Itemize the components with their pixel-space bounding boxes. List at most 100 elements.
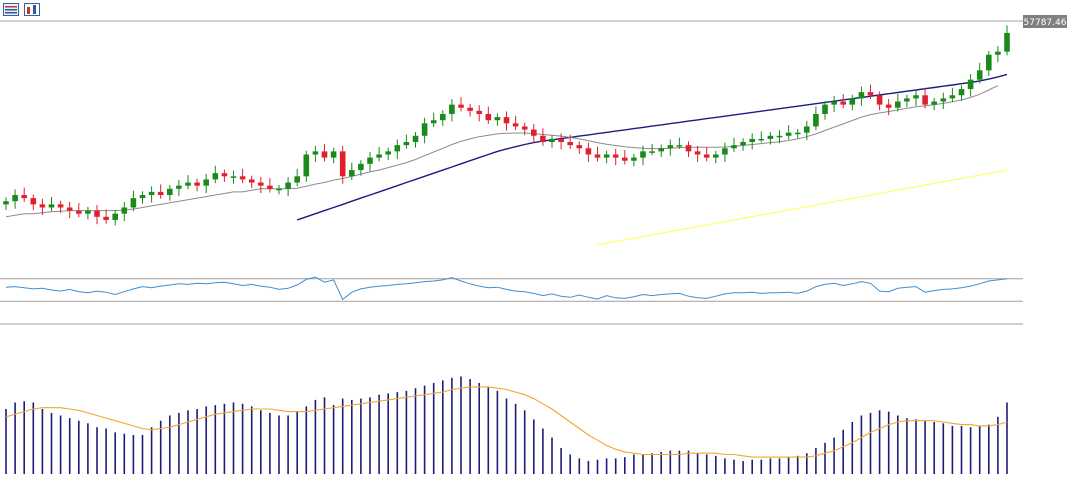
- candle-body: [658, 148, 664, 152]
- candle: [103, 209, 109, 224]
- candle-body: [576, 145, 583, 149]
- candle-body: [649, 151, 655, 153]
- candle-body: [631, 157, 637, 161]
- candle: [476, 105, 482, 122]
- candle-body: [167, 188, 173, 196]
- candle: [449, 99, 455, 122]
- candle: [467, 104, 473, 117]
- candle-body: [503, 117, 510, 124]
- candle: [294, 168, 300, 187]
- candle-body: [794, 132, 801, 135]
- candle-body: [976, 70, 983, 80]
- candle: [967, 74, 974, 97]
- candle: [385, 147, 391, 161]
- candle: [622, 150, 628, 165]
- candle: [167, 185, 173, 201]
- candle-body: [667, 145, 674, 149]
- candle: [112, 209, 118, 226]
- candle-body: [603, 154, 610, 158]
- candle-body: [703, 154, 710, 158]
- candle: [540, 128, 546, 146]
- candle: [676, 137, 683, 149]
- candle-body: [248, 179, 255, 183]
- candle: [549, 135, 555, 148]
- candle: [713, 150, 719, 164]
- candle: [1004, 25, 1010, 56]
- candle: [531, 123, 537, 144]
- candle: [12, 189, 18, 209]
- candle: [558, 133, 564, 150]
- candle-body: [176, 185, 182, 189]
- candle-body: [831, 101, 837, 105]
- candle-body: [276, 188, 282, 191]
- candle: [949, 87, 956, 103]
- candle-body: [349, 170, 355, 177]
- candle-body: [767, 135, 774, 139]
- candle-body: [531, 129, 537, 136]
- candle: [212, 165, 219, 184]
- candle: [494, 113, 501, 126]
- candle-body: [139, 195, 146, 199]
- candle: [640, 145, 646, 166]
- candle: [612, 148, 619, 166]
- candle-body: [258, 182, 264, 186]
- candle-body: [85, 210, 91, 214]
- candle: [48, 196, 55, 212]
- candle: [30, 194, 37, 210]
- candle: [895, 94, 901, 112]
- candle-body: [758, 138, 765, 141]
- candle-body: [385, 151, 391, 155]
- candle-body: [558, 138, 564, 143]
- candle-body: [157, 191, 164, 196]
- candle: [776, 130, 783, 144]
- candle-body: [622, 157, 628, 161]
- candle-body: [940, 98, 947, 102]
- candle: [185, 175, 191, 190]
- candle: [412, 132, 419, 148]
- candle: [21, 187, 27, 202]
- candle: [339, 145, 346, 184]
- candle: [758, 131, 765, 143]
- candle-body: [39, 204, 46, 208]
- candle: [521, 122, 528, 136]
- candle-body: [585, 148, 592, 155]
- candle-body: [76, 210, 82, 214]
- candle-body: [185, 182, 191, 186]
- candle-body: [922, 95, 928, 105]
- candle-body: [931, 101, 937, 105]
- candle: [822, 100, 828, 120]
- current-price-text: 57787.46: [1024, 18, 1067, 28]
- candle: [913, 89, 919, 106]
- candle: [157, 184, 164, 199]
- candle: [349, 162, 355, 181]
- candle-body: [57, 204, 64, 208]
- candle-body: [1004, 32, 1010, 52]
- candle-body: [512, 123, 519, 127]
- candle-body: [467, 107, 473, 111]
- candle: [321, 143, 328, 162]
- candle-body: [594, 154, 601, 158]
- candle: [239, 168, 246, 184]
- candle: [567, 134, 573, 149]
- candle-body: [685, 145, 692, 152]
- candle: [367, 152, 373, 172]
- candle-body: [849, 98, 856, 105]
- candle-body: [885, 104, 892, 108]
- candle-body: [449, 104, 455, 114]
- price-panel: [0, 20, 1023, 246]
- candle-body: [612, 154, 619, 158]
- candle-body: [239, 176, 246, 180]
- candle: [658, 144, 664, 157]
- chart-type-icon[interactable]: [24, 2, 40, 17]
- candle-body: [549, 138, 555, 143]
- candles-view-icon[interactable]: [3, 2, 19, 17]
- candle-body: [804, 126, 810, 133]
- candle: [458, 97, 464, 112]
- candle-body: [130, 198, 137, 208]
- rsi-line: [5, 276, 1008, 301]
- candle-body: [103, 216, 109, 220]
- candle-body: [321, 151, 328, 158]
- candle: [221, 169, 228, 182]
- candle-body: [412, 135, 419, 143]
